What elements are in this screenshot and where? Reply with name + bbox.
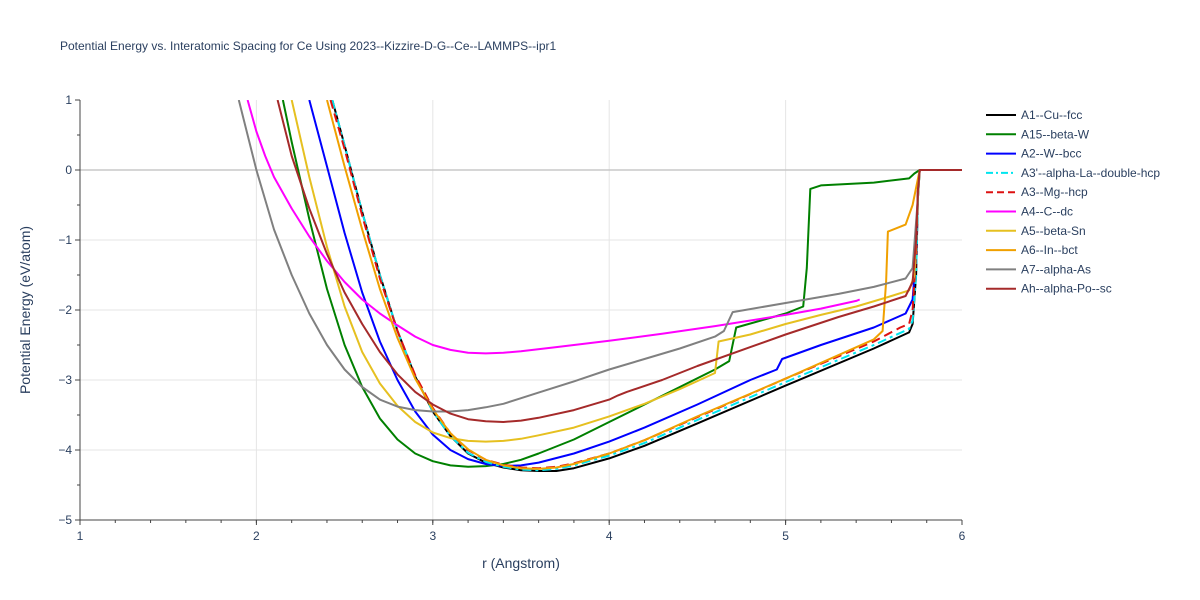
x-axis-title: r (Angstrom) xyxy=(482,555,560,571)
legend-item-label[interactable]: A15--beta-W xyxy=(1021,127,1090,141)
series-line-3 xyxy=(331,100,962,472)
legend-item-label[interactable]: A2--W--bcc xyxy=(1021,147,1081,161)
grid xyxy=(80,100,962,520)
legend-item-label[interactable]: A5--beta-Sn xyxy=(1021,224,1086,238)
chart-title: Potential Energy vs. Interatomic Spacing… xyxy=(60,39,556,53)
series-line-8 xyxy=(237,100,962,413)
legend-item-label[interactable]: A3'--alpha-La--double-hcp xyxy=(1021,166,1160,180)
legend-item-label[interactable]: A1--Cu--fcc xyxy=(1021,108,1082,122)
legend-item-label[interactable]: A6--In--bct xyxy=(1021,243,1078,257)
x-tick-label: 2 xyxy=(253,529,260,543)
series-line-1 xyxy=(281,100,962,468)
series-line-9 xyxy=(276,100,962,423)
axes: 1 2 3 4 5 6 1 0 −1 −2 −3 −4 −5 xyxy=(58,93,965,543)
series-line-6 xyxy=(290,100,962,443)
series-line-2 xyxy=(308,100,962,468)
y-tick-label: −2 xyxy=(58,303,72,317)
y-tick-label: −4 xyxy=(58,443,72,457)
x-tick-label: 1 xyxy=(77,529,84,543)
y-tick-label: −3 xyxy=(58,373,72,387)
y-tick-label: 1 xyxy=(65,93,72,107)
legend[interactable]: A1--Cu--fcc A15--beta-W A2--W--bcc A3'--alp… xyxy=(986,108,1160,296)
legend-item-label[interactable]: Ah--alpha-Po--sc xyxy=(1021,282,1112,296)
series-lines xyxy=(237,100,962,472)
legend-item-label[interactable]: A7--alpha-As xyxy=(1021,262,1091,276)
x-tick-label: 3 xyxy=(429,529,436,543)
x-tick-label: 4 xyxy=(606,529,613,543)
x-tick-label: 5 xyxy=(782,529,789,543)
y-tick-label: 0 xyxy=(65,163,72,177)
series-line-0 xyxy=(331,100,962,472)
x-tick-label: 6 xyxy=(959,529,966,543)
y-tick-label: −1 xyxy=(58,233,72,247)
legend-item-label[interactable]: A3--Mg--hcp xyxy=(1021,185,1088,199)
series-line-7 xyxy=(326,100,962,470)
y-axis-title: Potential Energy (eV/atom) xyxy=(17,226,33,394)
series-line-4 xyxy=(329,100,962,470)
y-tick-label: −5 xyxy=(58,513,72,527)
series-line-5 xyxy=(246,100,861,355)
legend-item-label[interactable]: A4--C--dc xyxy=(1021,205,1073,219)
